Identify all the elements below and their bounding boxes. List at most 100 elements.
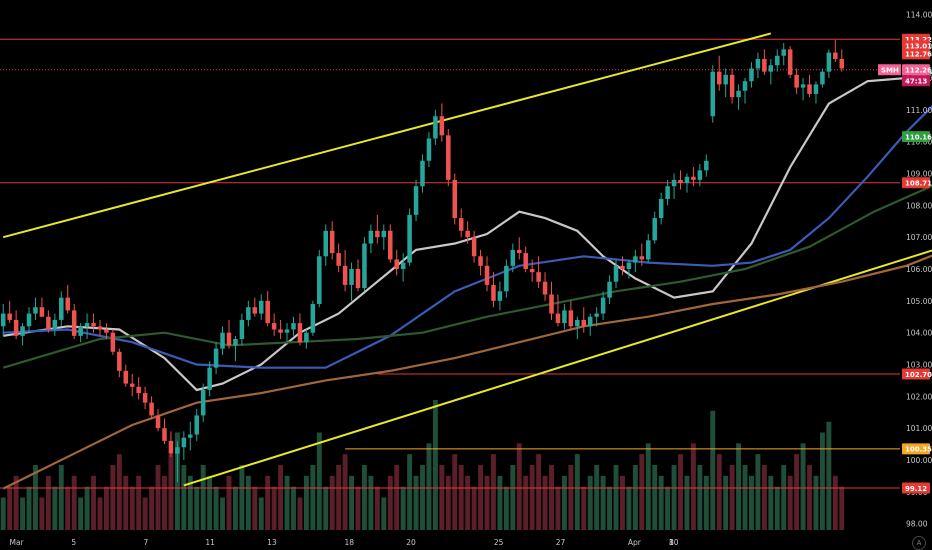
volume-bar: [497, 475, 503, 530]
candle-body: [400, 262, 406, 269]
candle-body: [175, 447, 180, 454]
candle-body: [762, 58, 767, 72]
volume-bar: [549, 465, 554, 530]
volume-bar: [439, 465, 445, 530]
price-label-badge: [902, 177, 930, 189]
candle-body: [742, 81, 748, 91]
candle-body: [504, 265, 509, 292]
candle-body: [33, 307, 38, 314]
candle-body: [775, 55, 780, 66]
candle-body: [491, 284, 496, 301]
candle-body: [581, 319, 587, 327]
volume-bar: [258, 497, 264, 530]
volume-bar: [529, 465, 535, 530]
candle-body: [684, 176, 690, 184]
candle-body: [149, 402, 154, 416]
volume-bar: [420, 465, 425, 530]
volume-bar: [574, 454, 580, 530]
volume-bar: [749, 475, 754, 530]
volume-bar: [213, 486, 219, 530]
candle-body: [613, 265, 619, 282]
volume-bar: [736, 443, 742, 530]
candle-body: [71, 310, 77, 336]
candle-body: [407, 214, 412, 263]
candle-body: [381, 230, 387, 238]
candle-body: [600, 297, 606, 314]
candle-body: [46, 316, 51, 330]
price-label-badge: [902, 368, 930, 380]
candle-body: [813, 84, 819, 94]
y-axis-tick-label: 101.00: [906, 424, 932, 433]
candle-body: [510, 249, 516, 266]
volume-bar: [607, 486, 613, 530]
candle-body: [117, 351, 122, 371]
candle-body: [607, 281, 612, 298]
candle-body: [781, 49, 786, 56]
candle-body: [188, 434, 193, 438]
volume-bar: [690, 443, 696, 530]
volume-bar: [613, 465, 619, 530]
x-axis-tick-label: Mar: [10, 538, 25, 547]
volume-bar: [465, 475, 471, 530]
volume-bar: [368, 475, 374, 530]
candle-body: [200, 389, 206, 416]
volume-bar: [458, 465, 464, 530]
volume-bar: [252, 486, 258, 530]
volume-bar: [723, 475, 729, 530]
candle-body: [394, 259, 399, 269]
volume-bar: [387, 475, 393, 530]
volume-bar: [819, 432, 825, 530]
candle-body: [168, 440, 174, 454]
volume-bar: [645, 443, 651, 530]
volume-bar: [491, 454, 496, 530]
x-axis-tick-label: 3: [669, 538, 674, 547]
candle-body: [297, 323, 303, 343]
candle-body: [375, 230, 380, 238]
countdown-badge: [902, 75, 930, 87]
candle-body: [691, 176, 696, 180]
volume-bar: [239, 465, 245, 530]
candle-body: [575, 319, 580, 327]
volume-bar: [755, 454, 761, 530]
volume-bar: [291, 486, 296, 530]
volume-bar: [336, 465, 342, 530]
volume-bar: [471, 486, 477, 530]
volume-bar: [620, 475, 625, 530]
candle-body: [652, 218, 657, 241]
candle-body: [439, 116, 445, 136]
x-axis-tick-label: 13: [267, 538, 277, 547]
volume-bar: [310, 465, 316, 530]
volume-bar: [523, 475, 529, 530]
volume-bar: [116, 454, 122, 530]
candle-body: [291, 323, 296, 330]
volume-bar: [452, 454, 458, 530]
candle-body: [387, 230, 393, 260]
volume-bar: [639, 454, 645, 530]
volume-bar: [432, 400, 438, 530]
candle-body: [658, 198, 664, 219]
candle-body: [594, 313, 599, 317]
candle-body: [123, 370, 129, 384]
moving-average-line: [2, 254, 932, 490]
x-axis-tick-label: 8: [669, 538, 674, 547]
x-axis-tick-label: 10: [669, 538, 679, 547]
volume-bar: [413, 475, 419, 530]
y-axis-tick-label: 105.00: [906, 297, 932, 306]
candle-body: [310, 304, 316, 333]
x-axis-tick-label: 20: [406, 538, 416, 547]
candle-body: [258, 300, 264, 314]
volume-bar: [426, 443, 432, 530]
price-label-text: 113.22: [905, 36, 932, 44]
volume-bar: [329, 475, 335, 530]
volume-bar: [245, 475, 251, 530]
volume-bar: [181, 465, 187, 530]
volume-bar: [703, 475, 709, 530]
volume-bar: [600, 475, 606, 530]
candle-body: [794, 74, 799, 88]
candle-body: [342, 265, 348, 285]
volume-bar: [52, 486, 58, 530]
candle-body: [536, 272, 541, 282]
x-axis-tick-label: Apr: [628, 538, 642, 547]
candle-body: [523, 253, 528, 269]
